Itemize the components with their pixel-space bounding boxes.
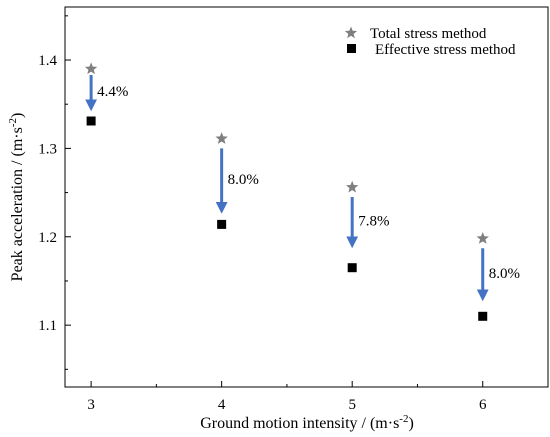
- reduction-label: 8.0%: [228, 172, 259, 188]
- reduction-label: 8.0%: [489, 266, 520, 282]
- x-tick-label: 3: [87, 397, 95, 413]
- annotations: 4.4% 8.0% 7.8% 8.0%: [85, 75, 520, 302]
- x-axis-label: Ground motion intensity / (m·s-2): [200, 413, 414, 432]
- y-axis-label-sup: -2: [7, 118, 19, 127]
- y-axis-label-main: Peak acceleration / (m·s: [9, 127, 26, 281]
- legend-star-marker: [344, 26, 358, 39]
- point-total-stress: [346, 180, 359, 193]
- point-total-stress: [215, 132, 228, 144]
- point-total-stress: [476, 232, 489, 244]
- legend-label-total: Total stress method: [370, 26, 487, 42]
- y-tick-label: 1.3: [38, 141, 57, 157]
- reduction-label: 4.4%: [97, 84, 128, 100]
- y-axis-label-end: ): [9, 113, 26, 118]
- series-layer: [84, 62, 489, 321]
- plot-frame: [64, 6, 549, 388]
- x-axis: 3 4 5 6: [87, 381, 487, 413]
- y-tick-label: 1.2: [38, 230, 57, 246]
- point-effective-stress: [86, 116, 96, 126]
- legend: Total stress method Effective stress met…: [344, 26, 516, 58]
- x-tick-label: 6: [479, 397, 487, 413]
- y-tick-label: 1.4: [38, 53, 57, 69]
- point-effective-stress: [347, 263, 357, 273]
- y-axis-label: Peak acceleration / (m·s-2): [7, 113, 26, 282]
- x-axis-label-main: Ground motion intensity / (m·s: [200, 415, 399, 432]
- x-axis-label-sup: -2: [399, 413, 408, 425]
- x-tick-label: 5: [348, 397, 356, 413]
- x-tick-label: 4: [218, 397, 226, 413]
- y-tick-label: 1.1: [38, 318, 57, 334]
- reduction-label: 7.8%: [358, 214, 389, 230]
- point-effective-stress: [478, 311, 488, 321]
- x-axis-label-end: ): [408, 415, 413, 432]
- point-total-stress: [84, 62, 98, 75]
- point-effective-stress: [217, 219, 227, 229]
- y-axis: 1.1 1.2 1.3 1.4: [38, 15, 71, 370]
- legend-label-effective: Effective stress method: [375, 42, 516, 58]
- legend-square-marker: [347, 44, 356, 53]
